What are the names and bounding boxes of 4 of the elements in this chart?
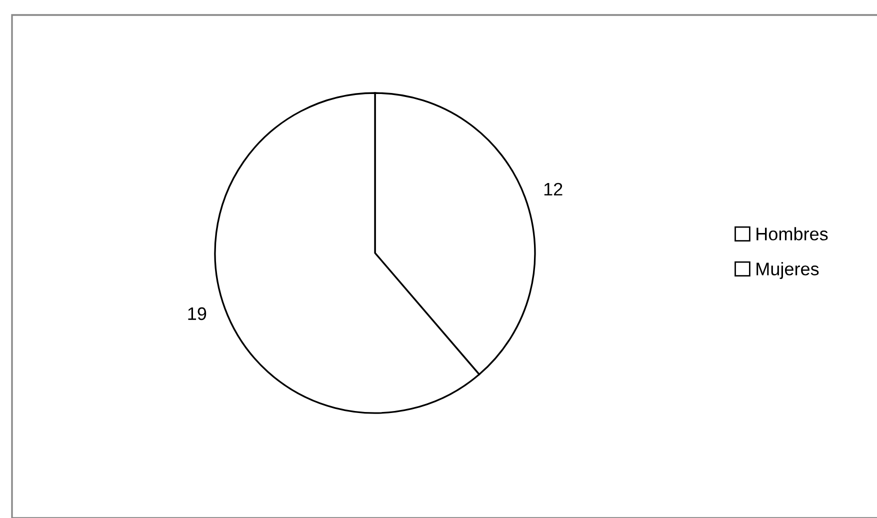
data-label: 19 xyxy=(188,307,206,320)
legend-label: Hombres xyxy=(756,227,828,240)
data-label: 12 xyxy=(544,182,562,196)
legend-label: Mujeres xyxy=(756,262,819,279)
